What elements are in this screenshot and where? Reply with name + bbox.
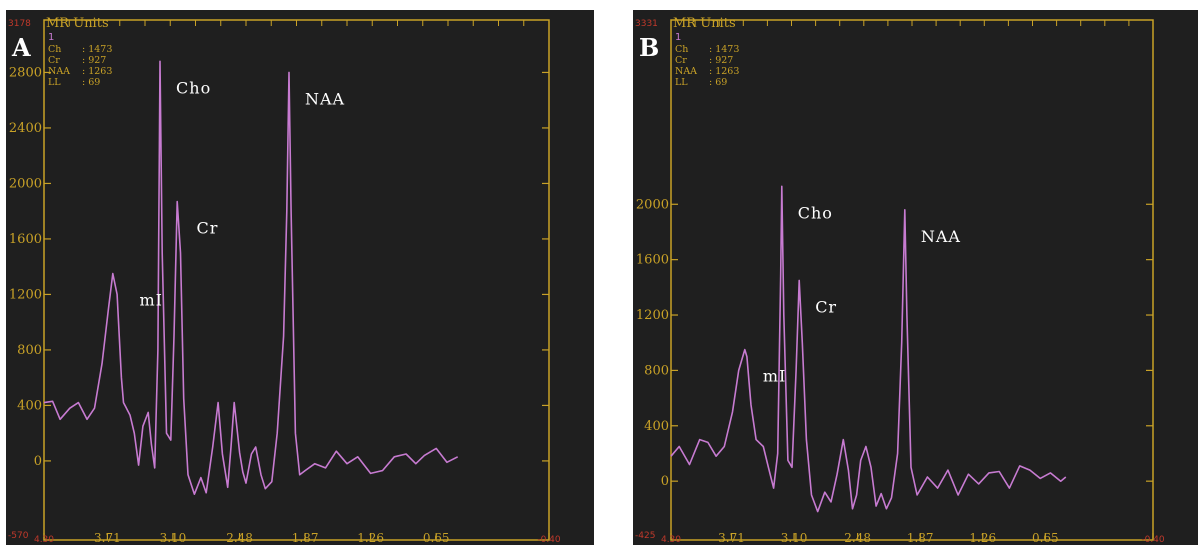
spectrum-line (43, 60, 459, 495)
spectrum-chart-a: 0 400 800 1200 1600 2000 2400 2800 4.30 3.71 3.10 2… (8, 16, 561, 545)
series-index: 1 (675, 32, 681, 43)
y-min-label: -425 (635, 531, 655, 541)
y-tick-label: 0 (34, 454, 42, 469)
panel-label: B (639, 33, 659, 62)
y-tick-label: 2000 (9, 176, 42, 191)
y-tick-label: 400 (17, 398, 42, 413)
legend-name: Cr (675, 55, 687, 66)
legend-value: : 1473 (709, 44, 739, 55)
series-index: 1 (48, 32, 54, 43)
x-tick-label: 1.26 (357, 531, 384, 545)
x-tick-label: 0.65 (423, 531, 450, 545)
legend-name: NAA (48, 66, 70, 77)
x-tick-label: 3.71 (718, 531, 745, 545)
spectrum-line (670, 185, 1067, 513)
x-tick-label: 1.87 (292, 531, 319, 545)
spectrum-chart-b: 0 400 800 1200 1600 2000 4.30 3.71 3.10 2.48 1.87 1… (635, 16, 1165, 545)
y-tick-label: 800 (17, 343, 42, 358)
legend-value: : 927 (82, 55, 106, 66)
spectrum-panel-b: 0 400 800 1200 1600 2000 4.30 3.71 3.10 2.48 1.87 1… (633, 10, 1198, 545)
spectrum-panel-a: 0 400 800 1200 1600 2000 2400 2800 4.30 3.71 3.10 2… (6, 10, 594, 545)
peak-label-naa: NAA (921, 227, 961, 246)
legend-value: : 1473 (82, 44, 112, 55)
y-tick-label: 2400 (9, 121, 42, 136)
peak-label-cho: Cho (798, 203, 833, 222)
legend-name: LL (48, 77, 61, 88)
x-tick-label: 3.10 (160, 531, 187, 545)
legend-name: Cr (48, 55, 60, 66)
x-tick-label: 1.87 (907, 531, 934, 545)
x-tick-label: 2.48 (844, 531, 871, 545)
y-tick-label: 1600 (9, 232, 42, 247)
x-tick-label: 1.26 (969, 531, 996, 545)
x-tick-label: -0.40 (1141, 535, 1165, 545)
y-tick-label: 2000 (636, 197, 669, 212)
legend-name: Ch (48, 44, 61, 55)
panel-label: A (11, 33, 31, 62)
peak-label-cho: Cho (176, 78, 211, 97)
y-tick-label: 1200 (9, 287, 42, 302)
x-tick-label: 4.30 (34, 535, 54, 545)
unit-label: MR Units (46, 16, 109, 31)
y-max-label: 3178 (8, 19, 31, 29)
legend-value: : 1263 (82, 66, 112, 77)
unit-label: MR Units (673, 16, 736, 31)
y-min-label: -570 (8, 531, 29, 541)
legend-value: : 927 (709, 55, 733, 66)
x-tick-label: 4.30 (661, 535, 681, 545)
legend-value: : 1263 (709, 66, 739, 77)
x-tick-label: 0.65 (1032, 531, 1059, 545)
x-tick-label: 3.10 (781, 531, 808, 545)
peak-label-cr: Cr (815, 297, 837, 316)
legend-name: LL (675, 77, 688, 88)
plot-frame (43, 19, 550, 541)
y-tick-label: 2800 (9, 65, 42, 80)
legend-name: NAA (675, 66, 697, 77)
plot-frame (670, 19, 1154, 541)
legend-value: : 69 (709, 77, 727, 88)
y-tick-label: 1600 (636, 253, 669, 268)
legend-name: Ch (675, 44, 688, 55)
x-tick-label: 2.48 (226, 531, 253, 545)
y-tick-label: 0 (661, 474, 669, 489)
y-max-label: 3331 (635, 19, 658, 29)
peak-label-cr: Cr (196, 218, 218, 237)
x-tick-label: -0.40 (537, 535, 561, 545)
y-tick-label: 400 (644, 419, 669, 434)
y-tick-label: 1200 (636, 308, 669, 323)
peak-label-mi: mI (763, 367, 787, 386)
x-tick-label: 3.71 (94, 531, 121, 545)
legend-value: : 69 (82, 77, 100, 88)
y-tick-label: 800 (644, 363, 669, 378)
peak-label-naa: NAA (305, 89, 345, 108)
peak-label-mi: mI (140, 291, 164, 310)
